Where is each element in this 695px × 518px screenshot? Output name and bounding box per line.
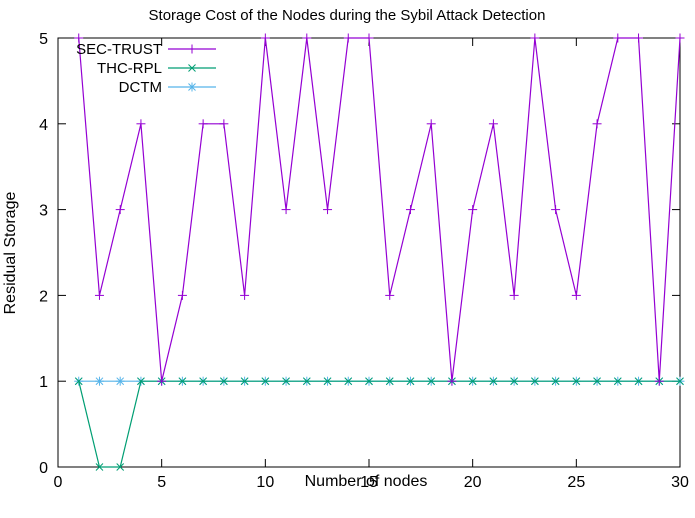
- y-tick-label: 5: [39, 31, 48, 48]
- data-point: [282, 377, 290, 386]
- data-point: [364, 33, 374, 43]
- legend-label: SEC-TRUST: [76, 41, 162, 58]
- data-point: [531, 377, 539, 386]
- data-point: [634, 33, 644, 43]
- data-point: [178, 377, 187, 386]
- y-axis: 0 1 2 3 4 5: [39, 31, 680, 477]
- data-point: [343, 33, 353, 43]
- data-point: [551, 377, 560, 386]
- data-point: [468, 377, 477, 386]
- x-tick-label: 10: [256, 474, 274, 491]
- series-thc-rpl: [74, 377, 684, 471]
- data-point: [177, 290, 187, 300]
- data-point: [116, 463, 125, 471]
- data-point: [406, 377, 415, 386]
- series-line-thc-rpl: [78, 380, 680, 468]
- data-point: [509, 290, 519, 300]
- legend-label: DCTM: [119, 79, 162, 96]
- data-point: [240, 290, 250, 300]
- data-point: [510, 377, 518, 386]
- series-layer: [74, 33, 685, 471]
- plot-area: 0 1 2 3 4 5 0 5 10 15 20 25 30: [39, 31, 689, 491]
- x-tick-label: 15: [360, 474, 378, 491]
- x-tick-label: 0: [54, 474, 63, 491]
- data-point: [551, 205, 561, 215]
- data-point: [115, 205, 125, 215]
- data-point: [676, 377, 684, 386]
- legend: SEC-TRUST THC-RPL DCTM: [76, 41, 216, 96]
- legend-marker: [188, 64, 196, 72]
- data-point: [571, 290, 581, 300]
- data-point: [489, 377, 498, 386]
- data-point: [488, 119, 498, 129]
- data-point: [592, 119, 602, 129]
- legend-item-sec-trust: SEC-TRUST: [76, 41, 216, 58]
- data-point: [198, 119, 208, 129]
- data-point: [261, 377, 270, 386]
- data-point: [302, 377, 311, 386]
- data-point: [634, 377, 643, 386]
- y-tick-label: 2: [39, 288, 48, 305]
- data-point: [240, 377, 249, 386]
- data-point: [220, 377, 228, 386]
- x-tick-label: 25: [567, 474, 585, 491]
- data-point: [323, 377, 332, 386]
- data-point: [365, 377, 373, 386]
- data-point: [572, 377, 581, 386]
- data-point: [137, 377, 145, 386]
- legend-item-dctm: DCTM: [119, 79, 216, 96]
- data-point: [675, 33, 685, 43]
- data-point: [199, 377, 207, 386]
- data-point: [613, 33, 623, 43]
- data-point: [115, 376, 125, 386]
- chart-title: Storage Cost of the Nodes during the Syb…: [149, 7, 546, 24]
- data-point: [426, 119, 436, 129]
- data-point: [530, 33, 540, 43]
- data-point: [302, 33, 312, 43]
- data-point: [95, 463, 104, 471]
- x-axis: 0 5 10 15 20 25 30: [54, 38, 689, 491]
- data-point: [323, 205, 333, 215]
- data-point: [593, 377, 601, 386]
- data-point: [613, 377, 622, 386]
- legend-marker: [187, 44, 197, 54]
- data-point: [405, 205, 415, 215]
- data-point: [260, 33, 270, 43]
- y-tick-label: 3: [39, 203, 48, 220]
- x-axis-label: Number of nodes: [305, 473, 428, 490]
- data-point: [94, 376, 104, 386]
- y-tick-label: 0: [39, 460, 48, 477]
- y-axis-label: Residual Storage: [2, 192, 19, 315]
- y-tick-label: 1: [39, 374, 48, 391]
- data-point: [219, 119, 229, 129]
- series-line-sec-trust: [78, 37, 681, 382]
- data-point: [385, 377, 394, 386]
- data-point: [157, 376, 167, 386]
- data-point: [74, 377, 83, 386]
- data-point: [281, 205, 291, 215]
- y-tick-label: 4: [39, 117, 48, 134]
- data-point: [385, 290, 395, 300]
- series-sec-trust: [74, 33, 685, 386]
- legend-marker: [187, 82, 197, 92]
- x-tick-label: 5: [157, 474, 166, 491]
- data-point: [654, 376, 664, 386]
- data-point: [344, 377, 353, 386]
- data-point: [74, 33, 84, 43]
- data-point: [427, 377, 436, 386]
- x-tick-label: 20: [464, 474, 482, 491]
- legend-label: THC-RPL: [97, 60, 162, 77]
- legend-item-thc-rpl: THC-RPL: [97, 60, 216, 77]
- data-point: [136, 119, 146, 129]
- x-tick-label: 30: [671, 474, 689, 491]
- data-point: [94, 290, 104, 300]
- data-point: [468, 205, 478, 215]
- data-point: [447, 376, 457, 386]
